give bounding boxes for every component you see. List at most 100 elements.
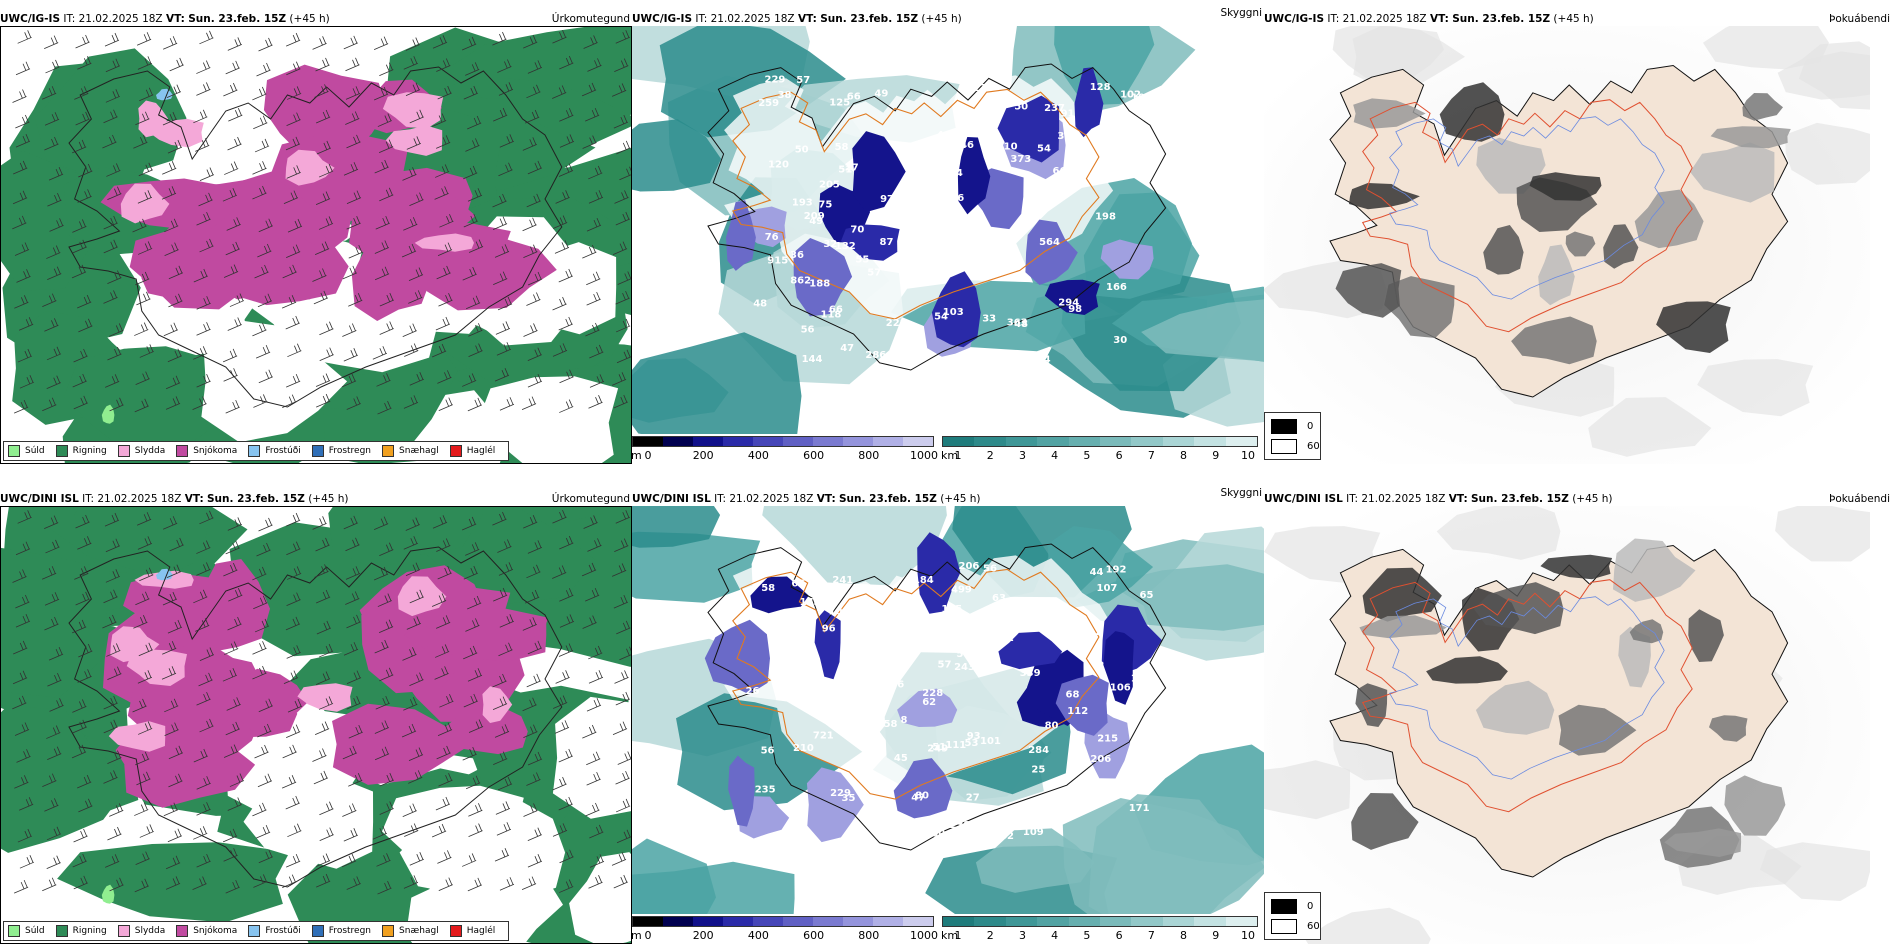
wind-barb bbox=[315, 191, 331, 205]
cloud-base-colorbar: m 0 200 400 600 800 1000 bbox=[631, 436, 938, 464]
wind-barb bbox=[195, 618, 210, 632]
visibility-area bbox=[632, 838, 716, 914]
cloud-base-value: 51 bbox=[932, 742, 946, 753]
wind-barb bbox=[588, 395, 603, 409]
freezing-drizzle-area bbox=[156, 88, 173, 101]
colorbar-step bbox=[1037, 437, 1069, 446]
legend-label: Snjókoma bbox=[193, 446, 238, 456]
wind-barb bbox=[586, 771, 601, 786]
cloud-base-value: 65 bbox=[1140, 590, 1154, 601]
rain-area bbox=[1, 547, 110, 698]
wind-barb bbox=[559, 399, 574, 413]
wind-barb bbox=[253, 394, 268, 408]
wind-barb bbox=[346, 134, 361, 149]
wind-barb bbox=[613, 394, 628, 409]
wind-barb bbox=[379, 667, 394, 682]
legend-item: Súld bbox=[8, 925, 45, 937]
wind-barb bbox=[103, 695, 118, 710]
terrain-shade bbox=[1618, 626, 1651, 688]
wind-barb bbox=[135, 271, 150, 286]
cloud-base-value: 178 bbox=[972, 83, 993, 94]
wind-barb bbox=[225, 540, 240, 555]
terrain-shade bbox=[1558, 704, 1637, 756]
wind-barb bbox=[467, 115, 482, 130]
wind-barb bbox=[552, 509, 567, 524]
wind-barb bbox=[287, 343, 302, 358]
wind-barb bbox=[559, 614, 575, 628]
wind-barb bbox=[409, 109, 424, 124]
colorbar-bar bbox=[632, 916, 934, 927]
wind-barb bbox=[257, 293, 273, 308]
wind-barb bbox=[19, 317, 34, 331]
snow-area bbox=[440, 706, 528, 755]
visibility-area bbox=[975, 828, 1095, 893]
wind-barb bbox=[585, 802, 600, 817]
wind-barb bbox=[373, 516, 389, 530]
wind-barb bbox=[345, 86, 361, 100]
cloud-base-value: 97 bbox=[880, 194, 894, 205]
wind-barb bbox=[376, 373, 391, 387]
wind-barb bbox=[527, 751, 543, 766]
vt-label: VT: bbox=[165, 13, 185, 25]
wind-barb bbox=[616, 140, 631, 155]
wind-barb bbox=[462, 373, 477, 387]
wind-barb bbox=[282, 394, 297, 408]
colorbar-step bbox=[633, 437, 663, 446]
terrain-shade bbox=[1540, 554, 1613, 580]
wind-barb bbox=[552, 823, 568, 837]
wind-barb bbox=[167, 828, 183, 843]
terrain-shade bbox=[1724, 775, 1786, 836]
wind-barb bbox=[285, 32, 301, 47]
wind-barb bbox=[431, 823, 447, 838]
terrain-shade bbox=[1629, 619, 1664, 644]
wind-barb bbox=[434, 666, 449, 680]
wind-barb bbox=[167, 348, 183, 363]
panel-title: Úrkomutegund bbox=[551, 493, 630, 505]
colorbar-step bbox=[693, 437, 723, 446]
wind-barb bbox=[103, 770, 118, 784]
legend-swatch bbox=[311, 445, 324, 457]
colorbar-tick-label: 400 bbox=[747, 449, 769, 462]
wind-barb bbox=[252, 86, 267, 101]
wind-barb bbox=[527, 160, 543, 175]
colorbar-tick-label: 600 bbox=[803, 929, 825, 942]
valid-time: Sun. 23.feb. 15Z bbox=[207, 493, 305, 505]
wind-barb bbox=[224, 161, 239, 175]
wind-barb bbox=[494, 724, 510, 738]
legend-swatch bbox=[117, 925, 130, 937]
cloud-base-value: 36 bbox=[790, 250, 804, 261]
wind-barb bbox=[136, 512, 152, 526]
wind-barb bbox=[163, 36, 178, 50]
wind-barb bbox=[463, 645, 478, 660]
colorbar-tick-label: 6 bbox=[1115, 449, 1123, 462]
wind-barb bbox=[373, 566, 389, 581]
wind-barb bbox=[558, 748, 573, 763]
wind-barb bbox=[165, 396, 181, 410]
wind-barb bbox=[13, 879, 29, 894]
wind-barb bbox=[282, 264, 297, 279]
cloud-base-value: 54 bbox=[1037, 143, 1051, 154]
wind-barb bbox=[12, 89, 27, 103]
wind-barb bbox=[15, 114, 30, 129]
wind-barb bbox=[431, 343, 447, 358]
cloud-base-value: 75 bbox=[818, 199, 832, 210]
model-name: UWC/DINI ISL bbox=[1264, 493, 1343, 505]
wind-barb bbox=[588, 165, 603, 180]
wind-barb bbox=[254, 618, 270, 633]
wind-barb bbox=[15, 613, 31, 628]
wind-barb bbox=[254, 138, 270, 153]
wind-barb bbox=[44, 35, 59, 49]
wind-barb bbox=[15, 133, 31, 148]
rain-area bbox=[63, 346, 212, 458]
cloud-base-value: 47 bbox=[911, 793, 925, 804]
fog-sea-area bbox=[1264, 760, 1351, 820]
wind-barb bbox=[377, 113, 393, 127]
cloud-base-area bbox=[1044, 279, 1100, 315]
wind-barb bbox=[555, 190, 570, 204]
wind-barb bbox=[527, 827, 542, 842]
wind-barb bbox=[13, 160, 28, 175]
wind-barb bbox=[223, 368, 238, 382]
wind-barb bbox=[286, 645, 301, 659]
cloud-base-value: 101 bbox=[980, 736, 1001, 747]
snow-area bbox=[263, 64, 387, 158]
